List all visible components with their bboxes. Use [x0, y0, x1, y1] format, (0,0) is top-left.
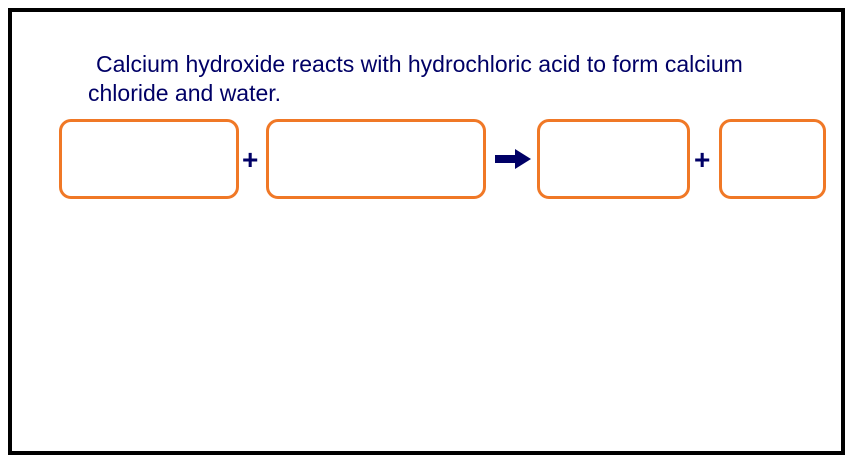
plus-sign: + [242, 144, 259, 175]
product-2-answer-box[interactable] [719, 119, 826, 199]
product-1-answer-box[interactable] [537, 119, 690, 199]
right-arrow-icon [495, 149, 531, 169]
reactant-1-answer-box[interactable] [59, 119, 239, 199]
question-text: Calcium hydroxide reacts with hydrochlor… [88, 51, 743, 106]
slide-frame: Calcium hydroxide reacts with hydrochlor… [8, 8, 845, 455]
plus-sign: + [694, 144, 711, 175]
reactant-2-answer-box[interactable] [266, 119, 486, 199]
